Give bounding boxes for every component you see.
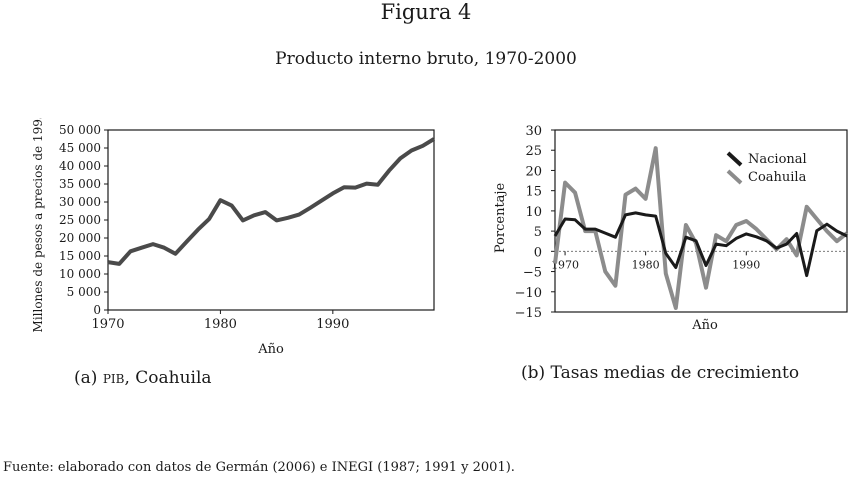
pib-chart: 0 5 000 10 000 15 000 20 000 25 000 30 000 35 0… (31, 118, 436, 357)
y-tick-label: −10 (515, 286, 542, 301)
y-axis-label: Porcentaje (493, 183, 508, 254)
x-tick-label: 1980 (632, 258, 660, 271)
legend-swatch-coahuila (726, 169, 743, 185)
x-tick-label: 1980 (204, 317, 237, 332)
y-tick-label: −15 (515, 306, 542, 321)
y-tick-label: 45 000 (59, 141, 101, 155)
x-tick-label: 1990 (316, 317, 349, 332)
y-axis-label: Millones de pesos a precios de 1993 (31, 118, 45, 332)
y-tick-label: 50 000 (59, 123, 101, 137)
y-tick-label: 40 000 (59, 159, 101, 173)
x-axis-label: Año (691, 318, 718, 333)
y-tick-label: 10 (525, 205, 542, 220)
x-tick-label: 1970 (551, 258, 579, 271)
caption-growth-rates: (b) Tasas medias de crecimiento (521, 363, 800, 383)
x-tick-label: 1990 (732, 258, 760, 271)
x-tick-label: 1970 (91, 317, 124, 332)
series-line-nacional (553, 211, 848, 278)
x-axis-label: Año (257, 342, 284, 357)
y-tick-label: 25 (525, 144, 542, 159)
y-tick-label: 10 000 (59, 267, 101, 281)
y-tick-label: 0 (534, 245, 542, 260)
plot-frame (107, 129, 435, 311)
legend-label-coahuila: Coahuila (748, 170, 807, 185)
legend: Nacional Coahuila (726, 151, 807, 185)
legend-swatch-nacional (726, 151, 743, 167)
caption-suffix: , Coahuila (124, 368, 212, 388)
legend-label-nacional: Nacional (748, 152, 807, 167)
y-tick-label: 15 (525, 185, 542, 200)
caption-pib-coahuila: (a) pib, Coahuila (74, 368, 212, 388)
y-tick-label: 0 (93, 303, 101, 317)
series-line-pib (107, 137, 436, 266)
y-tick-label: 20 (525, 164, 542, 179)
y-tick-label: 5 000 (67, 285, 101, 299)
caption-prefix: (a) (74, 368, 103, 388)
plot-frame (554, 129, 848, 313)
y-tick-label: 20 000 (59, 231, 101, 245)
figure-title: Producto interno bruto, 1970-2000 (275, 49, 577, 69)
caption-pib: pib (102, 368, 125, 388)
y-tick-label: 30 (525, 124, 542, 139)
series-line-coahuila (553, 146, 849, 310)
y-tick-label: −5 (523, 266, 542, 281)
growth-rate-chart: −15 −10 −5 0 5 10 15 20 25 30 1970 1980 1990 Nacion… (493, 124, 849, 333)
figure-label: Figura 4 (380, 0, 472, 24)
y-tick-label: 30 000 (59, 195, 101, 209)
y-tick-label: 15 000 (59, 249, 101, 263)
y-tick-label: 25 000 (59, 213, 101, 227)
source-note: Fuente: elaborado con datos de Germán (2… (3, 460, 515, 475)
y-tick-label: 35 000 (59, 177, 101, 191)
y-tick-label: 5 (534, 225, 542, 240)
